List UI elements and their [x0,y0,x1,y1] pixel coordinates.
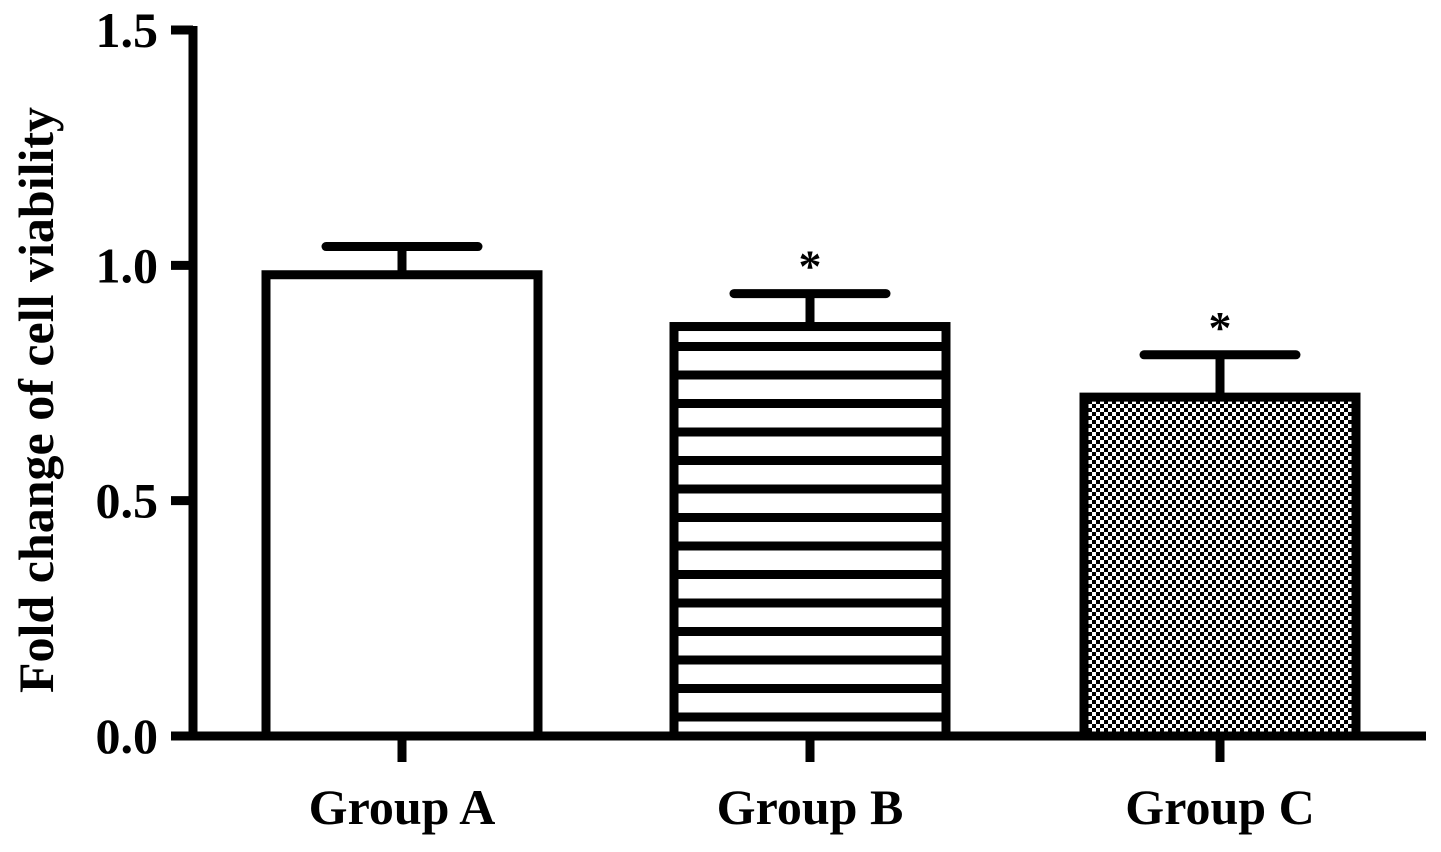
bar-group-b [669,322,951,741]
x-tick-label: Group B [717,779,904,835]
x-tick-label: Group A [309,779,496,835]
bar-group-c [1079,392,1361,741]
significance-asterisk: * [799,241,822,292]
y-axis-label: Fold change of cell viability [8,107,64,693]
error-bars [321,242,1301,398]
x-tick-label: Group C [1125,779,1314,835]
y-tick-label: 1.5 [96,2,159,58]
significance-markers: ** [799,241,1232,353]
bar-group-a [261,270,543,741]
y-tick-label: 0.5 [96,473,159,529]
significance-asterisk: * [1209,302,1232,353]
bars [261,270,1361,741]
axes: Group A Group B Group C 0.0 0.5 1.0 1.5 [96,2,1426,835]
y-tick-label: 1.0 [96,237,159,293]
y-tick-label: 0.0 [96,708,159,764]
